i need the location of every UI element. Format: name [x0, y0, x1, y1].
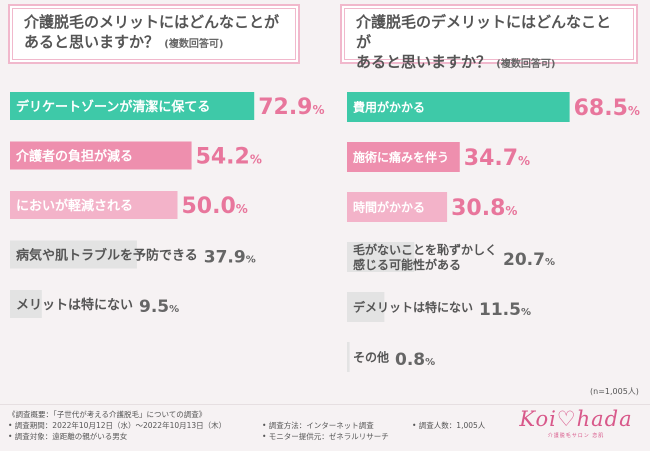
- footer-target: • 調査対象：遠距離の親がいる男女: [8, 432, 128, 441]
- footer-provider: • モニター提供元：ゼネラルリサーチ: [262, 432, 389, 441]
- left-question-panel: 介護脱毛のメリットにはどんなことが あると思いますか？ (複数回答可): [8, 4, 300, 64]
- right-question-note: (複数回答可): [496, 59, 556, 70]
- right-question-line1: 介護脱毛のデメリットにはどんなことが: [356, 13, 612, 51]
- logo-text: Koi♡hada: [519, 407, 633, 431]
- category-label-2: においが軽減される: [16, 198, 133, 214]
- category-label-3: 感じる可能性がある: [353, 257, 461, 272]
- value-label-1: 34.7%: [464, 146, 530, 171]
- bar-0: [10, 92, 255, 120]
- value-label-4: 9.5%: [139, 297, 179, 317]
- bar-1: [347, 142, 460, 172]
- demerit-bar-chart: 費用がかかる 68.5% 施術に痛みを伴う 34.7% 時間がかかる 30.8% 毛がないこ…: [335, 92, 650, 382]
- bar-2: [10, 191, 178, 219]
- bar-4: [10, 290, 42, 318]
- left-question-line1: 介護脱毛のメリットにはどんなことが: [24, 13, 280, 31]
- sample-size-note: (n=1,005人): [590, 387, 639, 396]
- footer-method: • 調査方法：インターネット調査: [262, 421, 374, 430]
- value-label-2: 50.0%: [182, 194, 248, 219]
- category-label-1: 施術に痛みを伴う: [353, 150, 449, 165]
- category-label-3: 病気や肌トラブルを予防できる: [16, 247, 198, 263]
- right-question-line2: あると思いますか？: [356, 53, 492, 71]
- footer-period: • 調査期間：2022年10月12日（水）～2022年10月13日（木）: [8, 421, 227, 430]
- value-label-0: 68.5%: [574, 96, 640, 121]
- category-label-5: その他: [353, 350, 389, 365]
- category-label-0: 費用がかかる: [353, 100, 425, 115]
- category-label-0: デリケートゾーンが清潔に保てる: [16, 99, 210, 115]
- bar-5: [347, 342, 350, 372]
- category-label-4: メリットは特にない: [16, 297, 133, 313]
- survey-footer: 《調査概要：「子世代が考える介護脱毛」についての調査》 • 調査期間：2022年…: [0, 404, 650, 451]
- value-label-1: 54.2%: [196, 145, 262, 170]
- value-label-4: 11.5%: [479, 300, 531, 320]
- left-question-line2: あると思いますか？: [24, 33, 160, 51]
- value-label-2: 30.8%: [451, 196, 517, 221]
- value-label-5: 0.8%: [395, 350, 435, 370]
- footer-summary: 《調査概要：「子世代が考える介護脱毛」についての調査》: [8, 410, 207, 419]
- merit-bar-chart: デリケートゾーンが清潔に保てる 72.9% 介護者の負担が減る 54.2% においが軽減…: [0, 92, 330, 382]
- footer-col-3: • 調査人数：1,005人: [412, 420, 485, 431]
- footer-count: • 調査人数：1,005人: [412, 421, 486, 430]
- right-question-panel: 介護脱毛のデメリットにはどんなことが あると思いますか？ (複数回答可): [340, 4, 638, 71]
- logo-subtext: 介護脱毛サロン 恋肌: [547, 433, 605, 439]
- merit-chart-svg: デリケートゾーンが清潔に保てる 72.9% 介護者の負担が減る 54.2% においが軽減…: [10, 92, 325, 318]
- value-label-3: 20.7%: [503, 250, 555, 270]
- bar-2: [347, 192, 448, 222]
- bar-1: [10, 141, 192, 170]
- demerit-chart-svg: 費用がかかる 68.5% 施術に痛みを伴う 34.7% 時間がかかる 30.8% 毛がないこ…: [347, 92, 640, 372]
- value-label-3: 37.9%: [204, 248, 256, 268]
- left-question-note: (複数回答可): [164, 39, 224, 50]
- category-label-4: デメリットは特にない: [353, 300, 473, 315]
- bar-0: [347, 92, 570, 122]
- bar-3: [10, 240, 137, 269]
- category-label-2: 時間がかかる: [353, 200, 425, 215]
- footer-col-1: 《調査概要：「子世代が考える介護脱毛」についての調査》 • 調査期間：2022年…: [8, 409, 226, 442]
- value-label-0: 72.9%: [258, 95, 324, 120]
- category-label-1: 介護者の負担が減る: [15, 148, 133, 164]
- category-label-3: 毛がないことを恥ずかしく: [353, 242, 497, 257]
- bar-3: [347, 242, 415, 272]
- koihada-logo: Koi♡hada 介護脱毛サロン 恋肌: [506, 406, 646, 446]
- footer-col-2: • 調査方法：インターネット調査 • モニター提供元：ゼネラルリサーチ: [262, 420, 389, 442]
- bar-4: [347, 292, 385, 322]
